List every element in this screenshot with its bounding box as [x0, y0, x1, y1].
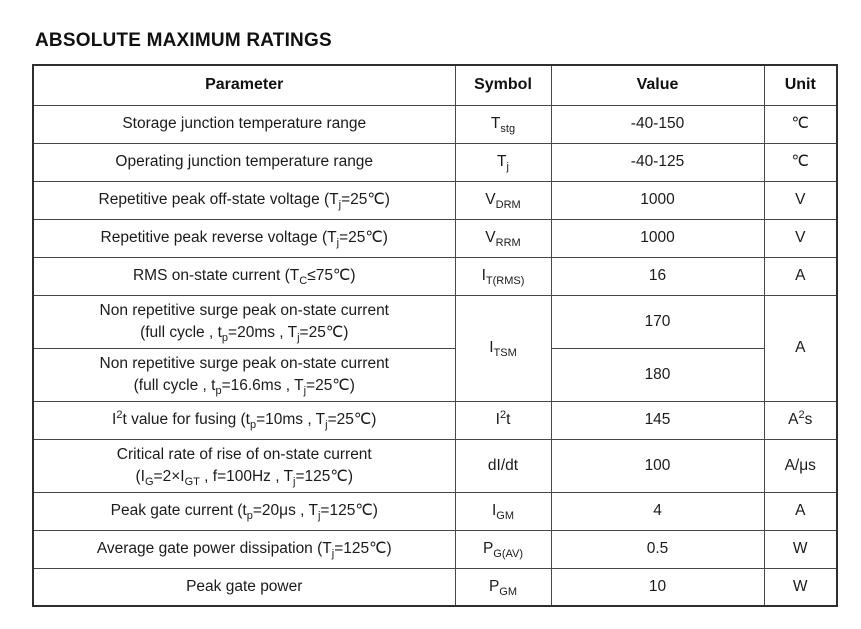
unit-cell: A2s — [763, 400, 838, 440]
unit-cell: ℃ — [763, 142, 838, 182]
value-cell: 180 — [550, 347, 765, 402]
table-row-pgav: Average gate power dissipation (Tj=125℃)… — [32, 529, 838, 569]
param-cell: I2t value for fusing (tp=10ms , Tj=25℃) — [32, 400, 456, 440]
symbol-cell: dI/dt — [454, 438, 552, 493]
table-row-igm: Peak gate current (tp=20μs , Tj=125℃) IG… — [32, 491, 838, 531]
unit-cell: W — [763, 567, 838, 607]
table-row-i2t: I2t value for fusing (tp=10ms , Tj=25℃) … — [32, 400, 838, 440]
col-header-value: Value — [550, 64, 765, 106]
absolute-maximum-ratings-table: Parameter Symbol Value Unit Storage junc… — [32, 64, 838, 607]
unit-cell: W — [763, 529, 838, 569]
value-cell: -40-125 — [550, 142, 765, 182]
symbol-cell: VRRM — [454, 218, 552, 258]
table-row-operating-temp: Operating junction temperature range Tj … — [32, 142, 838, 182]
param-cell: RMS on-state current (TC≤75℃) — [32, 256, 456, 296]
symbol-cell: VDRM — [454, 180, 552, 220]
param-cell: Non repetitive surge peak on-state curre… — [32, 347, 456, 402]
table-row-vrrm: Repetitive peak reverse voltage (Tj=25℃)… — [32, 218, 838, 258]
symbol-cell: PGM — [454, 567, 552, 607]
unit-cell: V — [763, 180, 838, 220]
table-body: Storage junction temperature range Tstg … — [32, 104, 838, 607]
unit-cell: A — [763, 256, 838, 296]
unit-cell: A — [763, 491, 838, 531]
symbol-cell-merged: ITSM — [454, 294, 552, 402]
value-cell: 170 — [550, 294, 765, 349]
value-cell: 1000 — [550, 180, 765, 220]
param-cell: Repetitive peak reverse voltage (Tj=25℃) — [32, 218, 456, 258]
table-header: Parameter Symbol Value Unit — [32, 64, 838, 106]
unit-cell-merged: A — [763, 294, 838, 402]
param-cell: Non repetitive surge peak on-state curre… — [32, 294, 456, 349]
value-cell: 4 — [550, 491, 765, 531]
table-row-didt: Critical rate of rise of on-state curren… — [32, 438, 838, 493]
table-row-itrms: RMS on-state current (TC≤75℃) IT(RMS) 16… — [32, 256, 838, 296]
param-cell: Operating junction temperature range — [32, 142, 456, 182]
unit-cell: A/μs — [763, 438, 838, 493]
unit-cell: V — [763, 218, 838, 258]
table-row-itsm-16ms: Non repetitive surge peak on-state curre… — [32, 347, 837, 402]
header-row: Parameter Symbol Value Unit — [32, 64, 838, 106]
table-row-vdrm: Repetitive peak off-state voltage (Tj=25… — [32, 180, 838, 220]
symbol-cell: I2t — [454, 400, 552, 440]
param-cell: Peak gate current (tp=20μs , Tj=125℃) — [32, 491, 456, 531]
section-title: ABSOLUTE MAXIMUM RATINGS — [35, 30, 332, 51]
col-header-unit: Unit — [763, 64, 838, 106]
symbol-cell: Tj — [454, 142, 552, 182]
unit-cell: ℃ — [763, 104, 838, 144]
symbol-cell: IGM — [454, 491, 552, 531]
value-cell: 100 — [550, 438, 765, 493]
table-row-pgm: Peak gate power PGM 10 W — [32, 567, 838, 607]
symbol-cell: PG(AV) — [454, 529, 552, 569]
param-cell: Storage junction temperature range — [32, 104, 456, 144]
value-cell: 0.5 — [550, 529, 765, 569]
value-cell: 16 — [550, 256, 765, 296]
col-header-symbol: Symbol — [454, 64, 552, 106]
symbol-cell: IT(RMS) — [454, 256, 552, 296]
param-cell: Repetitive peak off-state voltage (Tj=25… — [32, 180, 456, 220]
symbol-cell: Tstg — [454, 104, 552, 144]
value-cell: 1000 — [550, 218, 765, 258]
param-cell: Average gate power dissipation (Tj=125℃) — [32, 529, 456, 569]
param-cell: Critical rate of rise of on-state curren… — [32, 438, 456, 493]
param-cell: Peak gate power — [32, 567, 456, 607]
table-row-storage-temp: Storage junction temperature range Tstg … — [32, 104, 838, 144]
table-row-itsm-20ms: Non repetitive surge peak on-state curre… — [32, 294, 838, 402]
value-cell: 10 — [550, 567, 765, 607]
value-cell: -40-150 — [550, 104, 765, 144]
value-cell: 145 — [550, 400, 765, 440]
col-header-parameter: Parameter — [32, 64, 456, 106]
